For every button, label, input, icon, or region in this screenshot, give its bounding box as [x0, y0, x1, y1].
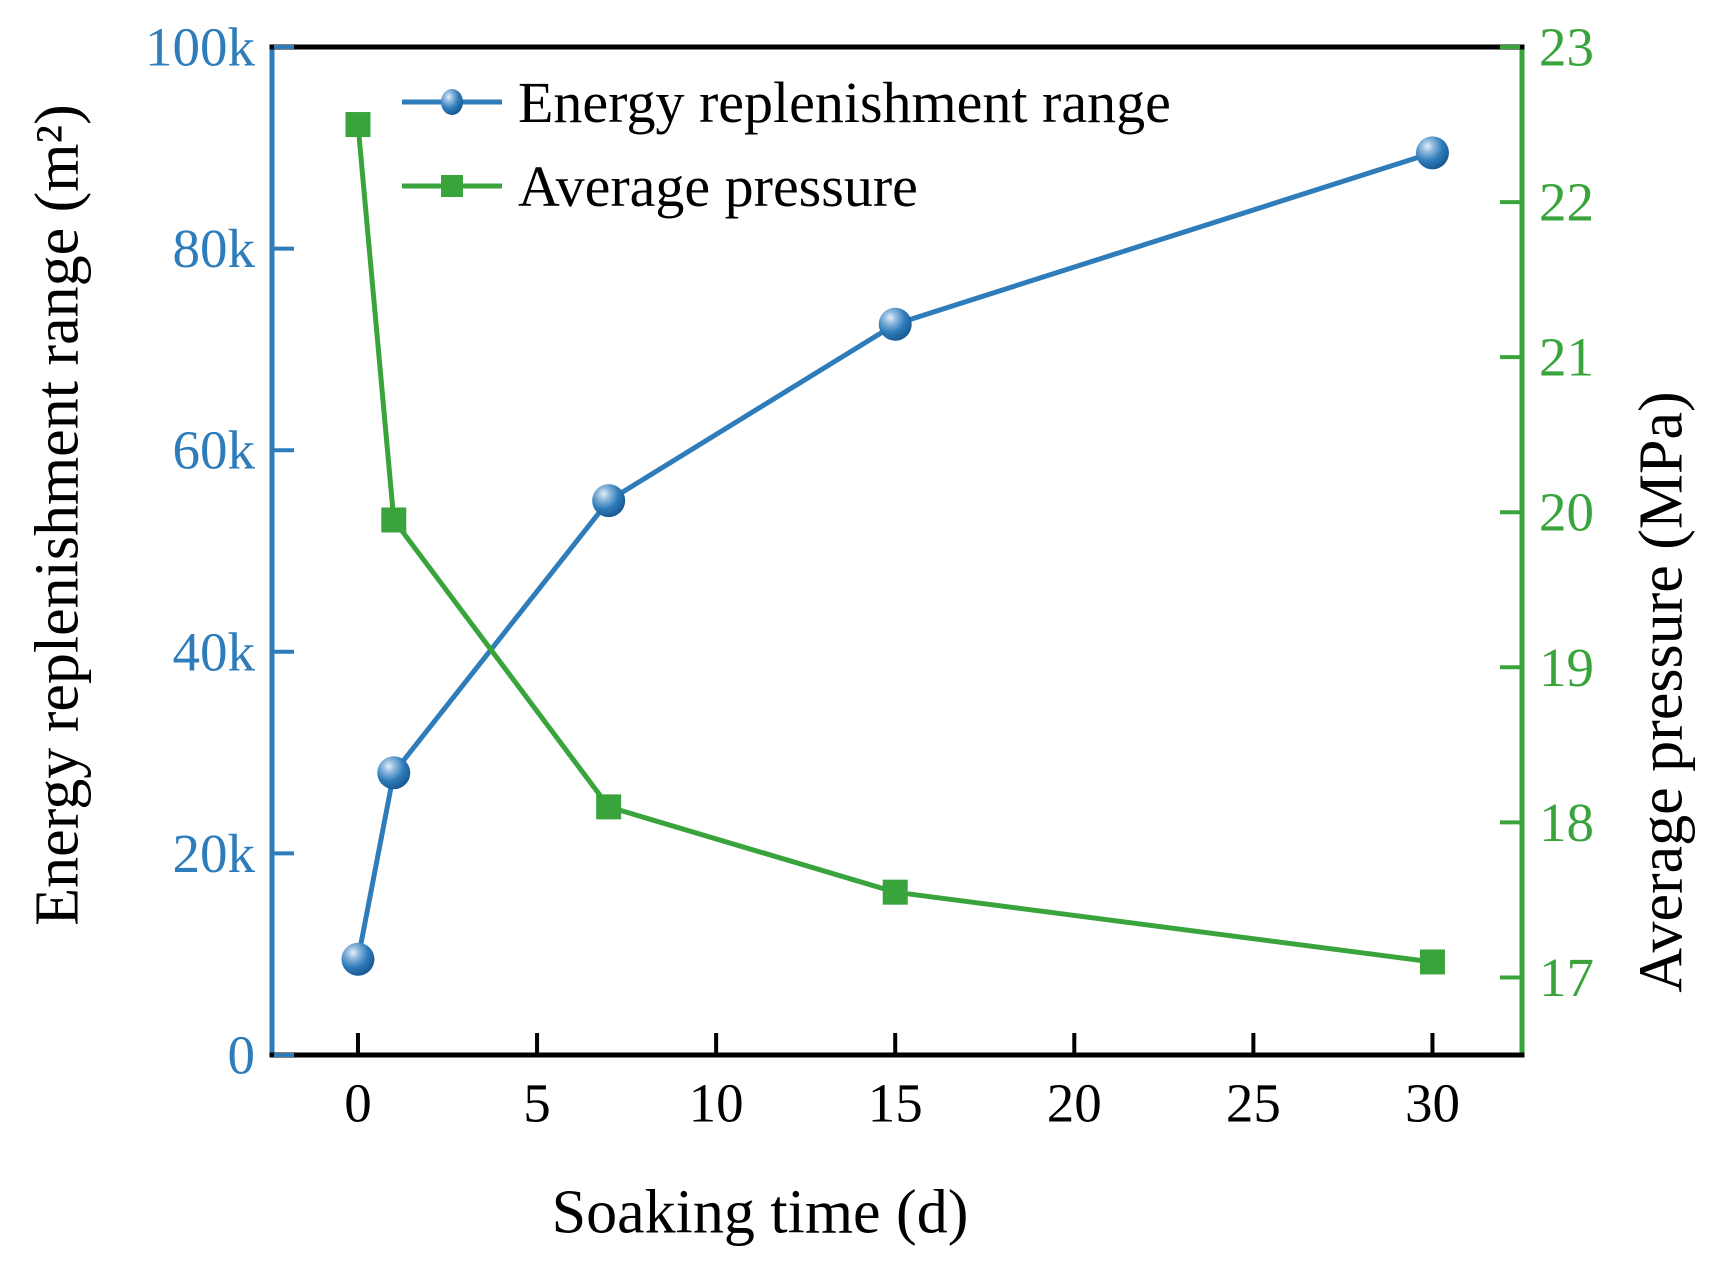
- y-axis-label-right: Average pressure (MPa): [1627, 391, 1696, 993]
- data-point-1-4: [1419, 949, 1445, 975]
- y-right-tick-label-6: 23: [1539, 17, 1594, 78]
- y-right-tick-label-5: 22: [1539, 172, 1594, 233]
- y-left-tick-label-0: 0: [228, 1025, 256, 1086]
- y-right-tick-label-1: 18: [1539, 792, 1594, 853]
- y-left-tick-label-2: 40k: [173, 621, 256, 682]
- x-tick-label-4: 20: [1047, 1073, 1102, 1134]
- data-point-1-1: [381, 507, 407, 533]
- series-line-1: [355, 124, 1433, 965]
- y-right-tick-label-2: 19: [1539, 637, 1594, 698]
- energy-series-line-icon: [402, 89, 502, 115]
- y-left-tick-label-4: 80k: [173, 218, 256, 279]
- data-point-1-2: [596, 794, 622, 820]
- y-axis-label-left: Energy replenishment range (m²): [23, 104, 92, 926]
- legend-label-energy: Energy replenishment range: [518, 69, 1171, 135]
- y-right-tick-label-3: 20: [1539, 482, 1594, 543]
- x-tick-label-3: 15: [868, 1073, 923, 1134]
- data-point-0-1: [377, 756, 411, 790]
- y-left-tick-label-5: 100k: [145, 17, 256, 78]
- x-tick-label-1: 5: [523, 1073, 551, 1134]
- y-right-tick-label-4: 21: [1539, 327, 1594, 388]
- y-left-tick-label-3: 60k: [173, 420, 256, 481]
- data-point-1-0: [345, 112, 371, 138]
- legend-label-pressure: Average pressure: [518, 153, 918, 219]
- data-point-1-3: [882, 879, 908, 905]
- x-tick-label-2: 10: [689, 1073, 744, 1134]
- x-tick-label-6: 30: [1405, 1073, 1460, 1134]
- legend-item-energy: Energy replenishment range: [400, 60, 1171, 144]
- data-point-0-3: [878, 307, 912, 341]
- y-right-tick-label-0: 17: [1539, 947, 1594, 1008]
- y-left-tick-label-1: 20k: [173, 823, 256, 884]
- pressure-series-line-icon: [402, 175, 502, 197]
- data-point-0-0: [341, 942, 375, 976]
- series-line-0: [355, 150, 1434, 960]
- data-point-0-2: [592, 484, 626, 518]
- legend-item-pressure: Average pressure: [400, 144, 1171, 228]
- data-point-0-4: [1415, 136, 1449, 170]
- x-tick-label-0: 0: [344, 1073, 372, 1134]
- legend: Energy replenishment range Average press…: [400, 60, 1171, 228]
- x-axis-label: Soaking time (d): [551, 1178, 969, 1247]
- x-tick-label-5: 25: [1226, 1073, 1281, 1134]
